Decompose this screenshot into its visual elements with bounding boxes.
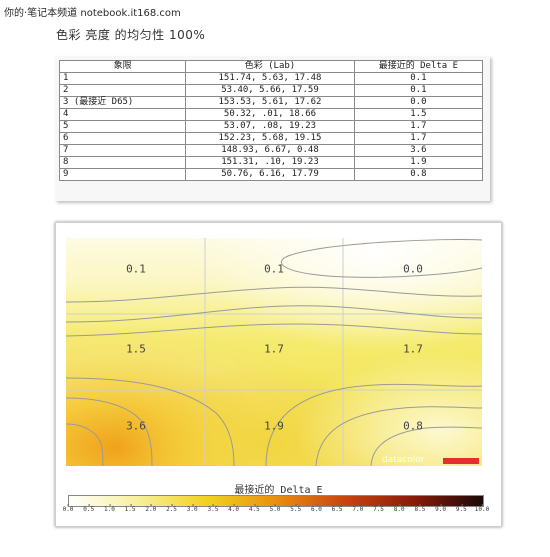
lab-cell: 152.23, 5.68, 19.15 — [186, 133, 355, 145]
legend-tick-label: 3.5 — [207, 506, 218, 513]
lab-table-panel: 象限 色彩 (Lab) 最接近的 Delta E 1 151.74, 5.63, … — [55, 56, 490, 201]
legend-tick-label: 6.0 — [311, 506, 322, 513]
quadrant-cell: 4 — [60, 109, 186, 121]
delta-cell: 1.7 — [354, 133, 482, 145]
legend-tick-label: 1.0 — [104, 506, 115, 513]
quadrant-9-value: 0.8 — [403, 420, 423, 433]
lab-cell: 151.74, 5.63, 17.48 — [186, 73, 355, 85]
quadrant-4-value: 1.5 — [126, 343, 146, 356]
uniformity-chart: 0.1 0.1 0.0 1.5 1.7 1.7 3.6 1.9 0.8 data… — [55, 222, 502, 527]
legend-ticks: 0.0 0.5 1.0 1.5 2.0 2.5 3.0 3.5 4.0 4.5 5.0 5.5 6.0 6… — [68, 506, 482, 520]
legend-tick-label: 3.0 — [187, 506, 198, 513]
table-row: 5 53.07, .08, 19.23 1.7 — [60, 121, 483, 133]
table-row: 1 151.74, 5.63, 17.48 0.1 — [60, 73, 483, 85]
header-quadrant: 象限 — [60, 61, 186, 73]
delta-cell: 0.0 — [354, 97, 482, 109]
quadrant-6-value: 1.7 — [403, 343, 423, 356]
legend-tick-label: 0.5 — [83, 506, 94, 513]
quadrant-5-value: 1.7 — [264, 343, 284, 356]
table-row: 7 148.93, 6.67, 0.48 3.6 — [60, 145, 483, 157]
delta-cell: 0.1 — [354, 73, 482, 85]
legend-tick-label: 7.0 — [352, 506, 363, 513]
header-lab: 色彩 (Lab) — [186, 61, 355, 73]
delta-cell: 0.8 — [354, 169, 482, 181]
legend-tick-label: 8.5 — [414, 506, 425, 513]
legend-tick-label: 6.5 — [332, 506, 343, 513]
datacolor-logo: datacolor — [382, 455, 424, 465]
table-row: 2 53.40, 5.66, 17.59 0.1 — [60, 85, 483, 97]
delta-cell: 1.5 — [354, 109, 482, 121]
quadrant-cell: 8 — [60, 157, 186, 169]
quadrant-cell: 3 (最接近 D65) — [60, 97, 186, 109]
lab-cell: 50.76, 6.16, 17.79 — [186, 169, 355, 181]
quadrant-cell: 2 — [60, 85, 186, 97]
lab-table: 象限 色彩 (Lab) 最接近的 Delta E 1 151.74, 5.63, … — [59, 60, 483, 181]
legend-tick-label: 2.5 — [166, 506, 177, 513]
lab-cell: 151.31, .10, 19.23 — [186, 157, 355, 169]
legend-tick-label: 4.0 — [228, 506, 239, 513]
quadrant-cell: 7 — [60, 145, 186, 157]
quadrant-7-value: 3.6 — [126, 420, 146, 433]
delta-cell: 1.9 — [354, 157, 482, 169]
lab-cell: 153.53, 5.61, 17.62 — [186, 97, 355, 109]
legend-tick-label: 0.0 — [63, 506, 74, 513]
quadrant-cell: 9 — [60, 169, 186, 181]
lab-cell: 53.40, 5.66, 17.59 — [186, 85, 355, 97]
quadrant-2-value: 0.1 — [264, 263, 284, 276]
watermark: 你的·笔记本频道 notebook.it168.com — [4, 4, 181, 19]
legend-tick-label: 5.5 — [290, 506, 301, 513]
legend-tick-label: 5.0 — [270, 506, 281, 513]
table-row: 9 50.76, 6.16, 17.79 0.8 — [60, 169, 483, 181]
table-row: 3 (最接近 D65) 153.53, 5.61, 17.62 0.0 — [60, 97, 483, 109]
legend-tick-label: 4.5 — [249, 506, 260, 513]
header-delta: 最接近的 Delta E — [354, 61, 482, 73]
lab-cell: 50.32, .01, 18.66 — [186, 109, 355, 121]
delta-cell: 0.1 — [354, 85, 482, 97]
legend-tick-label: 2.0 — [145, 506, 156, 513]
quadrant-cell: 1 — [60, 73, 186, 85]
legend-tick-label: 9.5 — [456, 506, 467, 513]
quadrant-3-value: 0.0 — [403, 263, 423, 276]
lab-cell: 148.93, 6.67, 0.48 — [186, 145, 355, 157]
legend-title: 最接近的 Delta E — [56, 481, 501, 496]
legend-tick-label: 8.0 — [394, 506, 405, 513]
table-header-row: 象限 色彩 (Lab) 最接近的 Delta E — [60, 61, 483, 73]
table-row: 6 152.23, 5.68, 19.15 1.7 — [60, 133, 483, 145]
page-title: 色彩 亮度 的均匀性 100% — [56, 26, 205, 43]
datacolor-logo-bar — [443, 458, 479, 464]
delta-cell: 1.7 — [354, 121, 482, 133]
table-row: 4 50.32, .01, 18.66 1.5 — [60, 109, 483, 121]
legend-tick-label: 9.0 — [435, 506, 446, 513]
legend-tick-label: 1.5 — [125, 506, 136, 513]
quadrant-cell: 5 — [60, 121, 186, 133]
quadrant-1-value: 0.1 — [126, 263, 146, 276]
table-row: 8 151.31, .10, 19.23 1.9 — [60, 157, 483, 169]
lab-cell: 53.07, .08, 19.23 — [186, 121, 355, 133]
delta-cell: 3.6 — [354, 145, 482, 157]
quadrant-8-value: 1.9 — [264, 420, 284, 433]
legend-tick-label: 7.5 — [373, 506, 384, 513]
legend-tick-label: 10.0 — [475, 506, 489, 513]
quadrant-cell: 6 — [60, 133, 186, 145]
